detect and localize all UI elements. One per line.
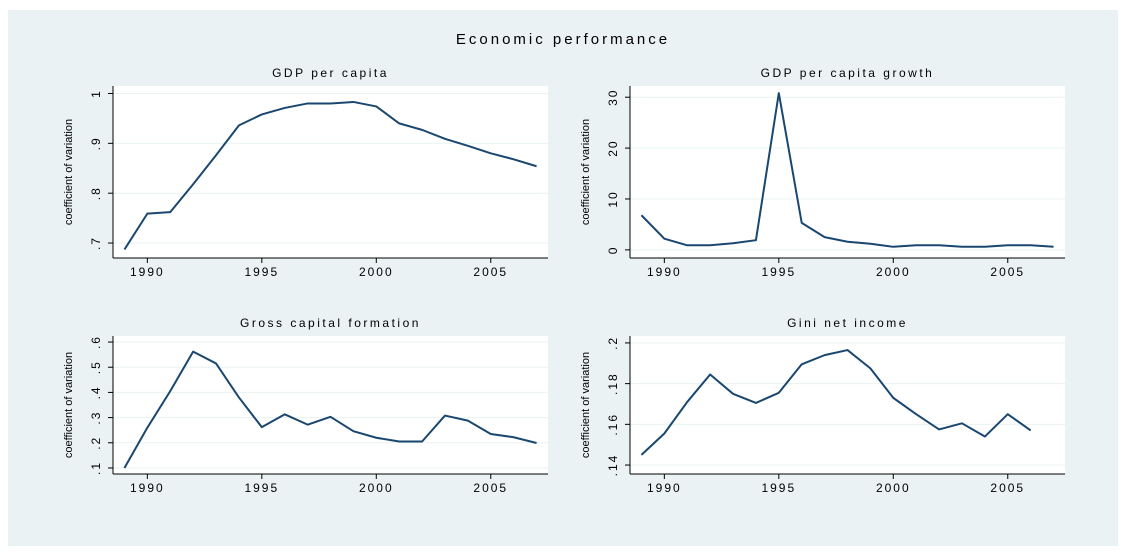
y-axis-title: coefficient of variation [63, 352, 75, 458]
x-tick-label: 2005 [990, 481, 1025, 495]
x-tick-label: 2005 [473, 481, 508, 495]
x-tick-label: 2000 [876, 481, 911, 495]
y-axis-title: coefficient of variation [580, 119, 592, 225]
y-tick-label: .5 [89, 360, 103, 374]
x-tick-label: 1995 [244, 481, 279, 495]
x-tick-label: 1990 [130, 481, 165, 495]
y-tick-label: .8 [89, 186, 103, 200]
plot-area [113, 86, 548, 258]
y-tick-label: 20 [606, 139, 620, 156]
plot-area [630, 86, 1065, 258]
y-tick-label: .1 [89, 461, 103, 475]
panel-title: GDP per capita [272, 66, 389, 80]
panel-title: Gini net income [787, 316, 908, 330]
x-tick-label: 1990 [647, 265, 682, 279]
x-tick-label: 1995 [761, 481, 796, 495]
data-line [123, 100, 537, 251]
y-tick-label: .18 [606, 372, 620, 395]
panel-title: Gross capital formation [240, 316, 421, 330]
x-tick-label: 1995 [761, 265, 796, 279]
x-tick-label: 2005 [473, 265, 508, 279]
y-tick-label: .6 [89, 335, 103, 349]
y-tick-label: .14 [606, 454, 620, 477]
y-tick-label: .3 [89, 411, 103, 425]
y-tick-label: 30 [606, 89, 620, 106]
x-tick-label: 1990 [130, 265, 165, 279]
y-tick-label: .4 [89, 385, 103, 399]
y-axis-title: coefficient of variation [580, 352, 592, 458]
data-line [640, 92, 1054, 248]
y-tick-label: .16 [606, 413, 620, 436]
x-tick-label: 2005 [990, 265, 1025, 279]
y-tick-label: 1 [89, 89, 103, 98]
x-tick-label: 2000 [359, 481, 394, 495]
y-tick-label: .9 [89, 136, 103, 150]
y-tick-label: .2 [89, 436, 103, 450]
data-line [123, 350, 537, 469]
y-tick-label: 0 [606, 246, 620, 255]
y-tick-label: 10 [606, 190, 620, 207]
panel-title: GDP per capita growth [761, 66, 935, 80]
x-tick-label: 1990 [647, 481, 682, 495]
x-tick-label: 1995 [244, 265, 279, 279]
y-axis-title: coefficient of variation [63, 119, 75, 225]
x-tick-label: 2000 [359, 265, 394, 279]
data-line [640, 349, 1032, 456]
x-tick-label: 2000 [876, 265, 911, 279]
plot-area [113, 336, 548, 474]
chart-title: Economic performance [456, 31, 670, 48]
y-tick-label: .2 [606, 336, 620, 350]
plot-area [630, 336, 1065, 474]
y-tick-label: .7 [89, 236, 103, 250]
